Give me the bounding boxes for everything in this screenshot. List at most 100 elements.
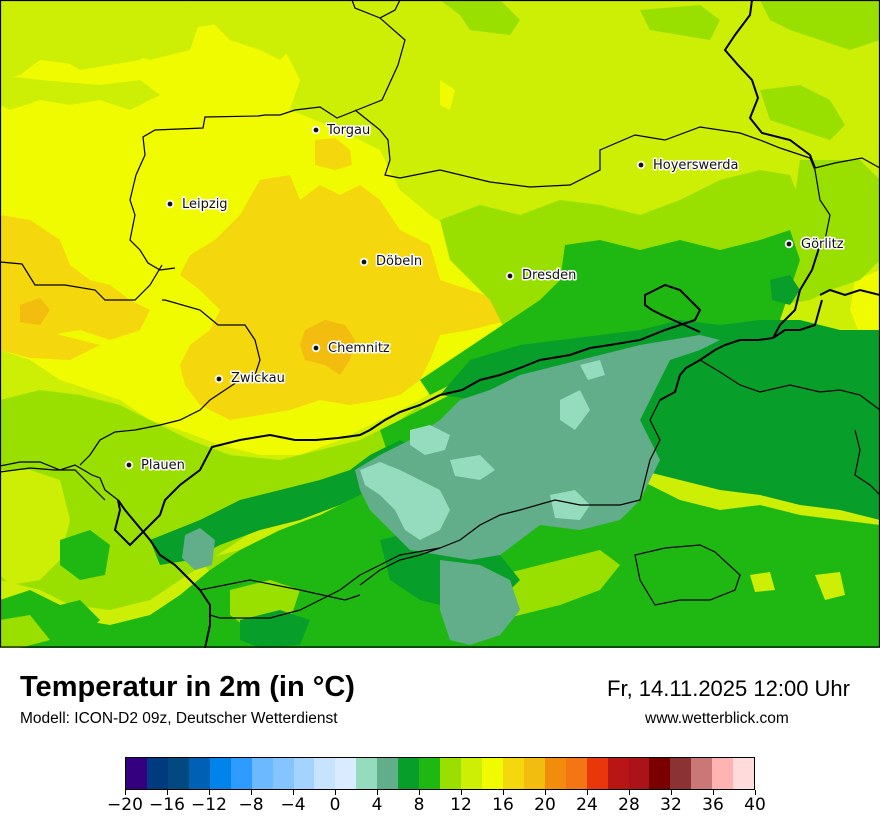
colorbar-segment	[544, 758, 566, 789]
colorbar-segment	[733, 758, 755, 789]
border-east-poland	[814, 157, 880, 169]
temp-zone-6-8-goerlitz	[770, 275, 800, 305]
colorbar-segment	[649, 758, 671, 789]
city-chemnitz[interactable]: Chemnitz	[311, 340, 391, 358]
temp-zone-2-4-f	[550, 490, 590, 520]
temp-zone-10-12-ne2	[640, 5, 720, 40]
colorbar-segment	[481, 758, 503, 789]
city-label-zwickau: Zwickau	[231, 371, 285, 386]
border-czech-se-loop	[634, 544, 741, 606]
colorbar-tick-label: −12	[191, 795, 227, 815]
colorbar-segment	[419, 758, 441, 789]
colorbar-tick	[502, 790, 504, 795]
city-zwickau[interactable]: Zwickau	[214, 370, 286, 388]
colorbar-tick-label: 4	[371, 795, 383, 815]
colorbar-segment	[251, 758, 273, 789]
city-torgau[interactable]: Torgau	[311, 122, 372, 140]
city-markers: Torgau Leipzig Hoyerswerda Görlitz Döbel…	[124, 122, 845, 475]
border-thuringia-s	[79, 299, 261, 466]
colorbar-segment	[146, 758, 168, 789]
temperature-map[interactable]: Torgau Leipzig Hoyerswerda Görlitz Döbel…	[0, 0, 880, 648]
border-thuringia-w	[0, 261, 163, 301]
colorbar-segment	[167, 758, 189, 789]
city-leipzig[interactable]: Leipzig	[165, 196, 229, 214]
city-plauen[interactable]: Plauen	[124, 457, 186, 475]
colorbar-tick-label: 32	[660, 795, 682, 815]
borders	[0, 0, 880, 648]
temp-zone-12-14-nw	[0, 0, 200, 80]
temp-zone-18-20-chemnitz	[300, 320, 355, 375]
colorbar-tick	[418, 790, 420, 795]
temp-zone-2-4-a	[360, 462, 450, 540]
colorbar-tick	[334, 790, 336, 795]
colorbar-tick	[628, 790, 630, 795]
temp-zone-12-14-se4	[750, 572, 775, 592]
colorbar-tick-label: 28	[618, 795, 640, 815]
city-hoyerswerda[interactable]: Hoyerswerda	[636, 157, 740, 175]
temp-zone-10-12-e	[760, 85, 845, 140]
border-poland	[723, 0, 816, 169]
colorbar-segment	[230, 758, 252, 789]
border-bavaria	[0, 461, 119, 501]
colorbar-tick	[712, 790, 714, 795]
temp-zone-6-8-sw	[240, 610, 310, 648]
city-label-doebeln: Döbeln	[376, 254, 422, 269]
temp-zone-6-8-band	[150, 440, 420, 565]
colorbar-tick	[544, 790, 546, 795]
border-neisse	[772, 244, 821, 339]
colorbar-segment	[335, 758, 357, 789]
temp-zone-2-4-e	[450, 455, 495, 480]
temp-zone-10-12-s4	[0, 615, 50, 648]
temp-zone-10-12-ne	[440, 0, 520, 35]
temp-zone-12-14-nw2	[0, 75, 160, 110]
temp-zone-8-10-w	[60, 530, 110, 580]
colorbar-tick-label: 36	[702, 795, 724, 815]
temp-zone-12-14-sw	[0, 470, 70, 585]
temp-zone-2-4-c	[560, 390, 590, 430]
colorbar-tick-label: 40	[744, 795, 766, 815]
border-far-east	[819, 288, 880, 297]
temp-zone-12-14-se3	[815, 572, 845, 600]
colorbar-segment	[356, 758, 378, 789]
colorbar-tick	[460, 790, 462, 795]
colorbar-tick	[124, 790, 126, 795]
colorbar-tick-label: −4	[280, 795, 306, 815]
model-subtitle: Modell: ICON-D2 09z, Deutscher Wetterdie…	[20, 710, 338, 727]
border-czech-north	[659, 337, 774, 401]
border-north-east	[379, 0, 401, 19]
colorbar-segment	[377, 758, 399, 789]
colorbar-segment	[209, 758, 231, 789]
temp-zone-10-12-ne3	[760, 0, 880, 50]
city-label-torgau: Torgau	[326, 123, 370, 138]
colorbar-segment	[314, 758, 336, 789]
colorbar-segment	[293, 758, 315, 789]
colorbar-segment	[523, 758, 545, 789]
colorbar-tick	[250, 790, 252, 795]
border-brandenburg	[354, 109, 831, 246]
colorbar-tick	[586, 790, 588, 795]
page-title: Temperatur in 2m (in °C)	[20, 671, 355, 703]
temp-zone-16-18-sw	[0, 320, 100, 360]
city-goerlitz[interactable]: Görlitz	[784, 236, 845, 254]
border-czech-sw	[199, 579, 361, 601]
colorbar-tick-label: −8	[238, 795, 264, 815]
temp-zone-2-4-b	[410, 425, 450, 455]
colorbar-segment	[712, 758, 734, 789]
colorbar-segment	[565, 758, 587, 789]
colorbar-tick	[292, 790, 294, 795]
temp-zone-16-18	[180, 175, 510, 420]
website-link[interactable]: www.wetterblick.com	[645, 710, 789, 727]
border-sachsen-anhalt	[129, 0, 406, 271]
city-doebeln[interactable]: Döbeln	[359, 253, 424, 271]
colorbar-tick	[670, 790, 672, 795]
colorbar-tick-label: 24	[576, 795, 598, 815]
city-label-goerlitz: Görlitz	[801, 237, 844, 252]
colorbar-segment	[502, 758, 524, 789]
temp-zone-14-16c	[440, 80, 455, 110]
colorbar-tick	[166, 790, 168, 795]
colorbar-segment	[691, 758, 713, 789]
city-dresden[interactable]: Dresden	[505, 267, 578, 285]
colorbar-segment	[272, 758, 294, 789]
colorbar-tick-label: −20	[107, 795, 143, 815]
border-sachsen-czech	[439, 283, 702, 396]
